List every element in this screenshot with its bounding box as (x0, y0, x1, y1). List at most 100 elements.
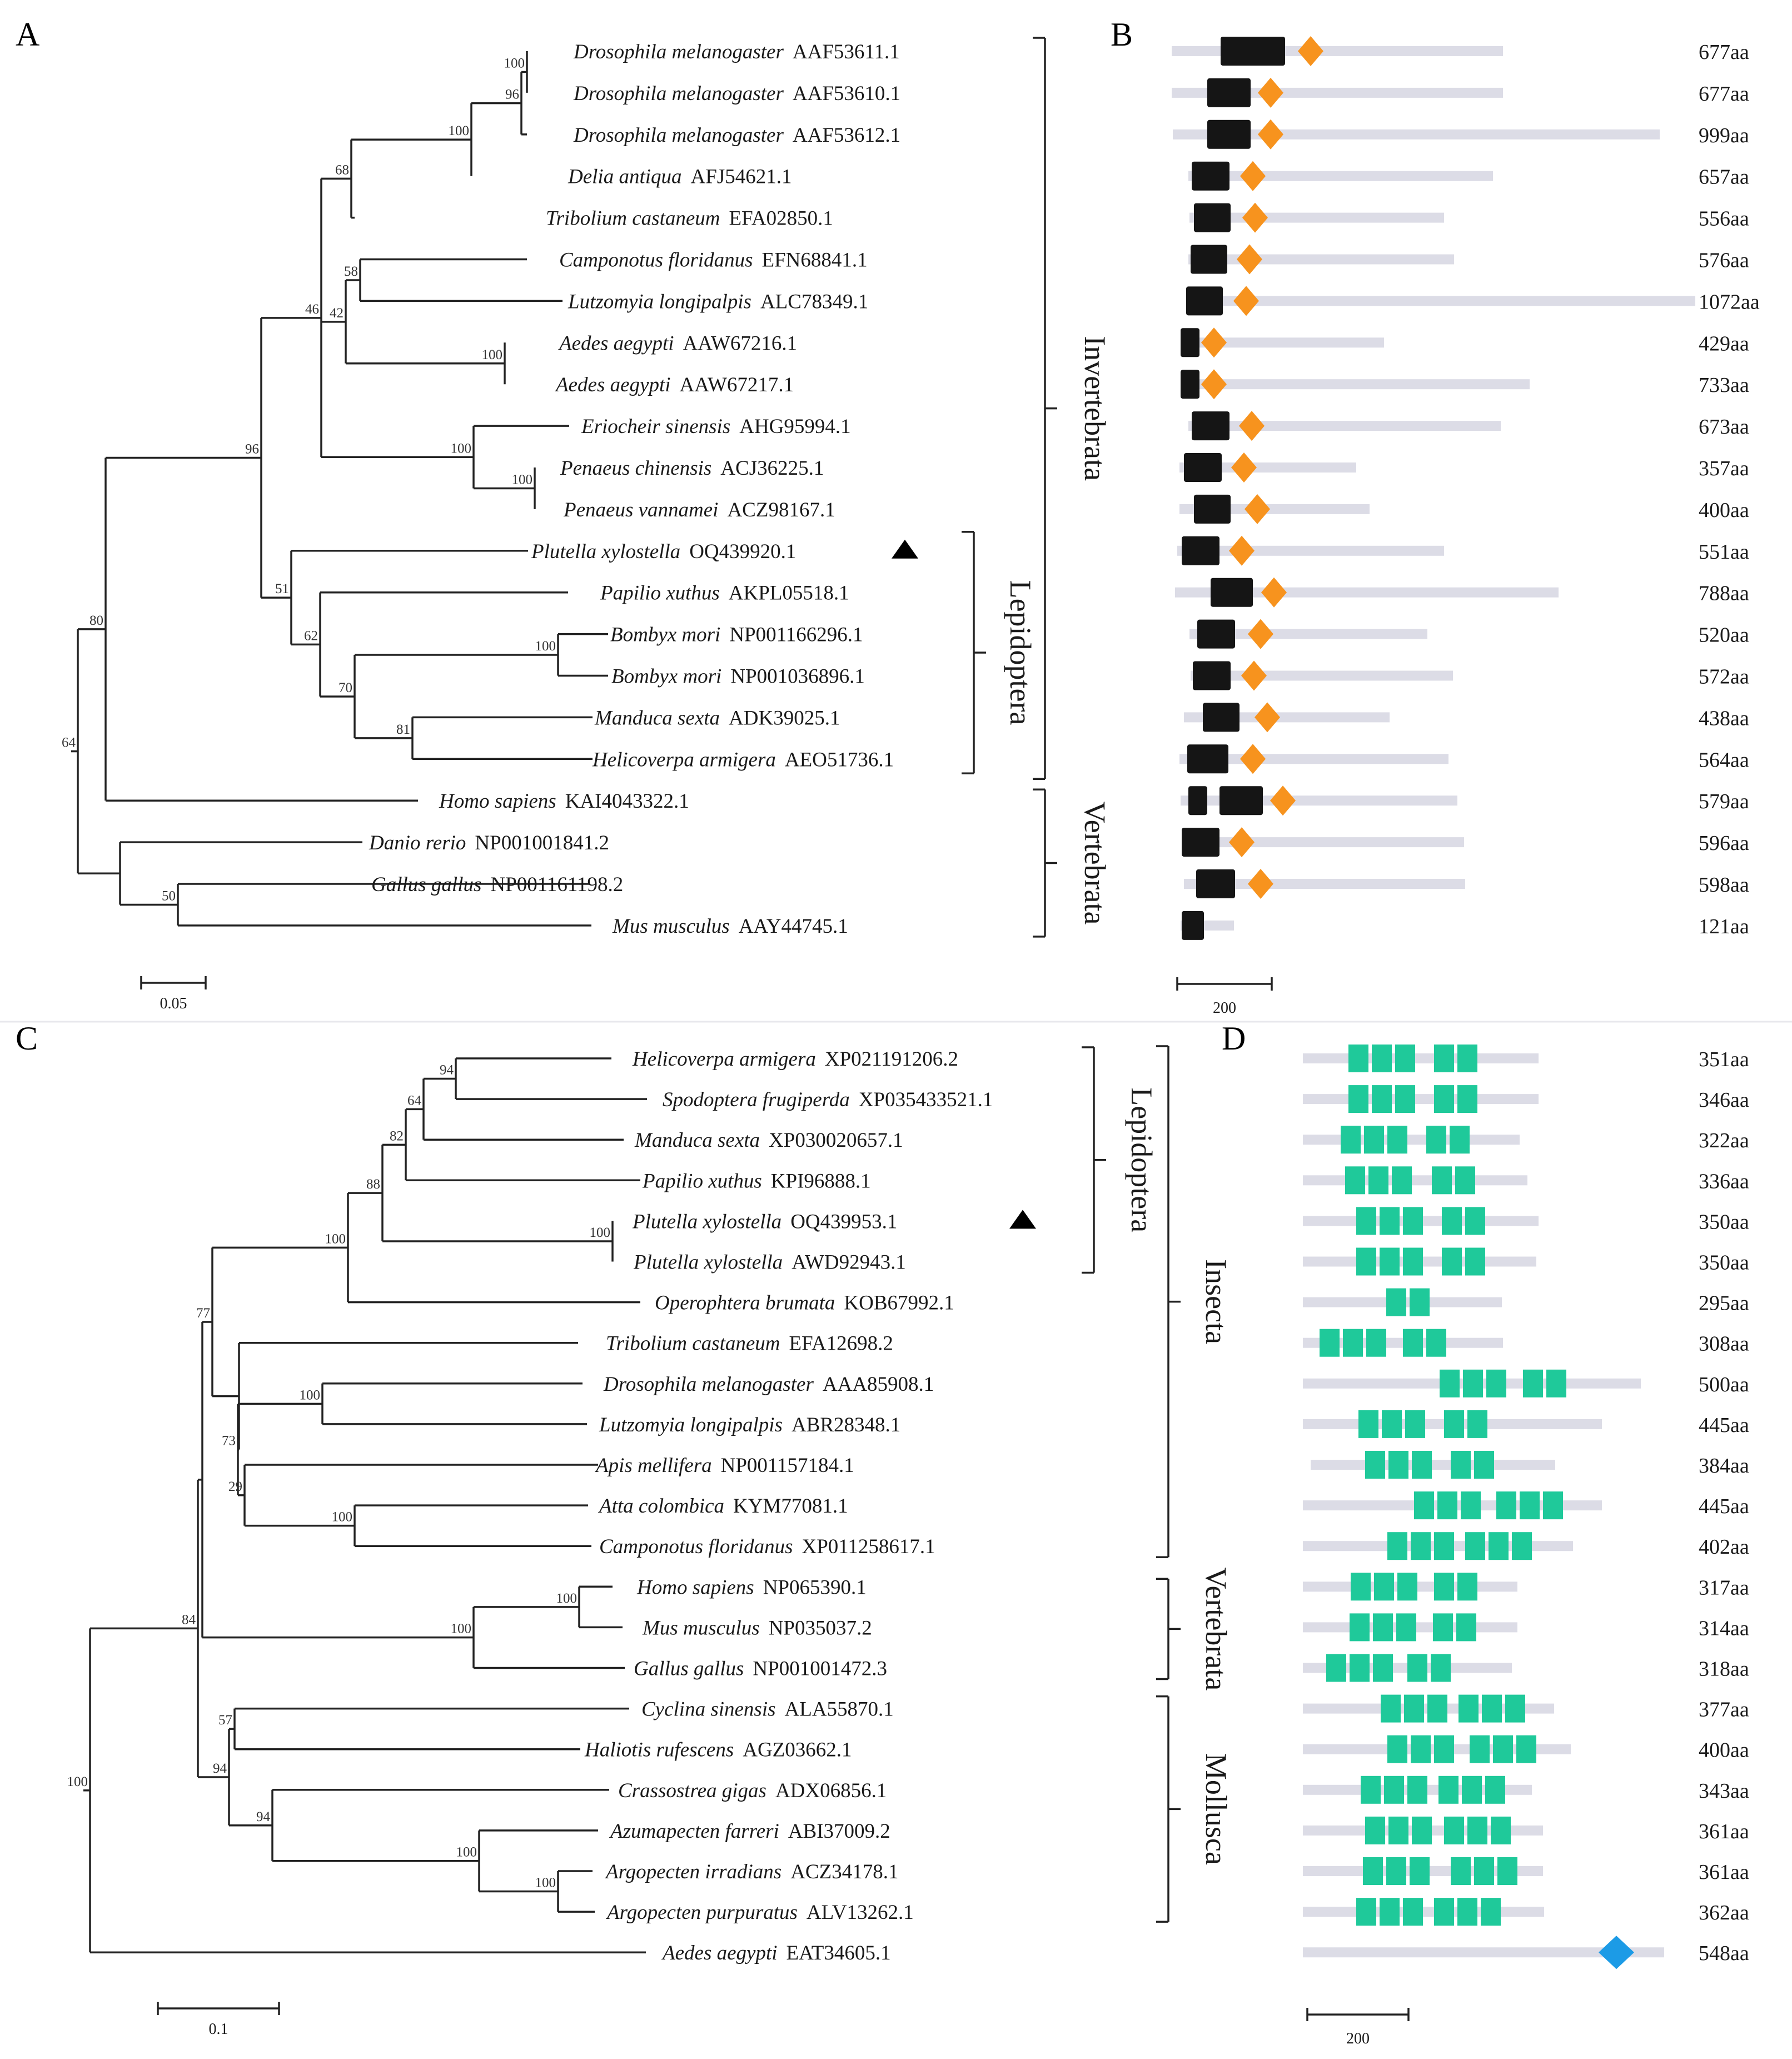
taxon-label: Drosophila melanogaster AAF53610.1 (573, 82, 900, 105)
ig-domain-block (1426, 1329, 1446, 1357)
species-name: Aedes aegypti (557, 332, 674, 355)
conserved-domain-block (1194, 494, 1231, 524)
bootstrap-value: 77 (196, 1306, 210, 1321)
protein-length-bar (1172, 87, 1503, 98)
species-name: Homo sapiens (636, 1576, 754, 1599)
tree-a-bootstrap: 100 96 100 68 46 58 42 96 100 80 100 100 51 62 100 70 81… (62, 56, 556, 903)
bootstrap-value: 50 (162, 888, 176, 903)
bootstrap-value: 80 (89, 613, 103, 628)
query-triangle-icon (892, 539, 918, 559)
bootstrap-value: 29 (228, 1479, 242, 1494)
taxon-label: Haliotis rufescens AGZ03662.1 (584, 1739, 852, 1762)
ig-domain-block (1437, 1491, 1457, 1520)
protein-length-label: 350aa (1699, 1210, 1749, 1234)
ig-domain-block (1512, 1532, 1532, 1560)
motif-diamond-icon (1258, 119, 1283, 150)
protein-length-label: 520aa (1699, 624, 1749, 647)
taxon-label: Papilio xuthus KPI96888.1 (642, 1170, 871, 1192)
species-name: Eriocheir sinensis (581, 415, 730, 438)
species-name: Homo sapiens (439, 790, 556, 813)
accession-number: NP001166296.1 (729, 624, 863, 646)
bootstrap-value: 100 (556, 1591, 578, 1606)
protein-length-label: 445aa (1699, 1495, 1749, 1518)
conserved-domain-block (1181, 370, 1199, 399)
conserved-domain-block (1192, 411, 1229, 441)
protein-length-bar (1303, 1053, 1539, 1063)
ig-domain-block (1403, 1898, 1423, 1926)
ig-domain-block (1493, 1735, 1513, 1763)
protein-length-label: 438aa (1699, 707, 1749, 730)
ig-domain-block (1395, 1085, 1415, 1113)
species-name: Helicoverpa armigera (632, 1048, 816, 1071)
ig-domain-block (1465, 1247, 1485, 1276)
conserved-domain-block (1192, 161, 1229, 191)
protein-length-label: 400aa (1699, 499, 1749, 522)
motif-diamond-icon (1245, 494, 1270, 524)
motif-diamond-icon (1298, 36, 1323, 66)
ig-domain-block (1396, 1613, 1416, 1642)
ig-domain-block (1397, 1573, 1417, 1601)
conserved-domain-block (1182, 828, 1219, 857)
panel-label-c: C (16, 1020, 38, 1057)
bootstrap-value: 82 (390, 1128, 404, 1143)
ig-domain-block (1434, 1898, 1454, 1926)
ig-domain-block (1451, 1857, 1471, 1885)
accession-number: NP001161198.2 (490, 873, 623, 896)
accession-number: AWD92943.1 (792, 1251, 906, 1274)
motif-diamond-icon (1229, 535, 1255, 566)
species-name: Apis mellifera (594, 1454, 712, 1477)
ig-domain-block (1470, 1735, 1490, 1763)
species-name: Azumapecten farreri (609, 1820, 779, 1843)
ig-domain-block (1434, 1573, 1454, 1601)
conserved-domain-block (1207, 120, 1251, 149)
ig-domain-block (1404, 1694, 1424, 1723)
ig-domain-block (1392, 1166, 1412, 1195)
ig-domain-block (1388, 1816, 1408, 1844)
bootstrap-value: 62 (304, 628, 318, 643)
ig-domain-block (1442, 1207, 1462, 1235)
accession-number: AKPL05518.1 (729, 582, 849, 605)
ig-domain-block (1387, 1126, 1407, 1154)
accession-number: OQ439953.1 (790, 1210, 897, 1233)
ig-domain-block (1459, 1694, 1479, 1723)
bootstrap-value: 96 (245, 441, 259, 456)
ig-domain-block (1442, 1247, 1462, 1276)
protein-length-label: 788aa (1699, 582, 1749, 605)
bootstrap-value: 100 (590, 1225, 611, 1240)
ig-domain-block (1373, 1613, 1393, 1642)
taxon-label: Danio rerio NP001001841.2 (369, 832, 609, 854)
conserved-domain-block (1207, 78, 1251, 107)
species-name: Drosophila melanogaster (573, 41, 784, 63)
taxon-label: Penaeus vannamei ACZ98167.1 (563, 499, 835, 521)
clade-label: Insecta (1199, 1259, 1233, 1344)
ig-domain-block (1374, 1573, 1394, 1601)
protein-length-label: 322aa (1699, 1129, 1749, 1152)
conserved-domain-block (1193, 661, 1231, 690)
clade-label: Vertebrata (1199, 1567, 1233, 1690)
ig-domain-block (1426, 1126, 1446, 1154)
motif-diamond-icon (1239, 411, 1265, 441)
bootstrap-value: 96 (505, 87, 519, 102)
protein-length-bar (1173, 129, 1660, 140)
species-name: Mus musculus (612, 915, 730, 938)
protein-length-label: 362aa (1699, 1901, 1749, 1924)
protein-length-label: 351aa (1699, 1048, 1749, 1071)
taxon-label: Operophtera brumata KOB67992.1 (655, 1292, 954, 1315)
protein-length-bar (1303, 1094, 1539, 1105)
protein-length-label: 121aa (1699, 915, 1749, 938)
ig-domain-block (1497, 1857, 1517, 1885)
panel-label-b: B (1111, 16, 1133, 53)
protein-length-label: 657aa (1699, 166, 1749, 189)
accession-number: ALV13262.1 (807, 1901, 914, 1924)
ig-domain-block (1343, 1329, 1363, 1357)
bootstrap-value: 70 (339, 680, 352, 695)
protein-length-bar (1311, 1460, 1555, 1470)
ig-domain-block (1358, 1410, 1378, 1438)
ig-domain-block (1348, 1085, 1368, 1113)
protein-length-label: 556aa (1699, 207, 1749, 231)
conserved-domain-block (1221, 37, 1285, 66)
ig-domain-block (1496, 1491, 1516, 1520)
conserved-domain-block (1188, 786, 1207, 815)
species-name: Operophtera brumata (655, 1292, 835, 1315)
motif-diamond-icon (1255, 702, 1280, 733)
